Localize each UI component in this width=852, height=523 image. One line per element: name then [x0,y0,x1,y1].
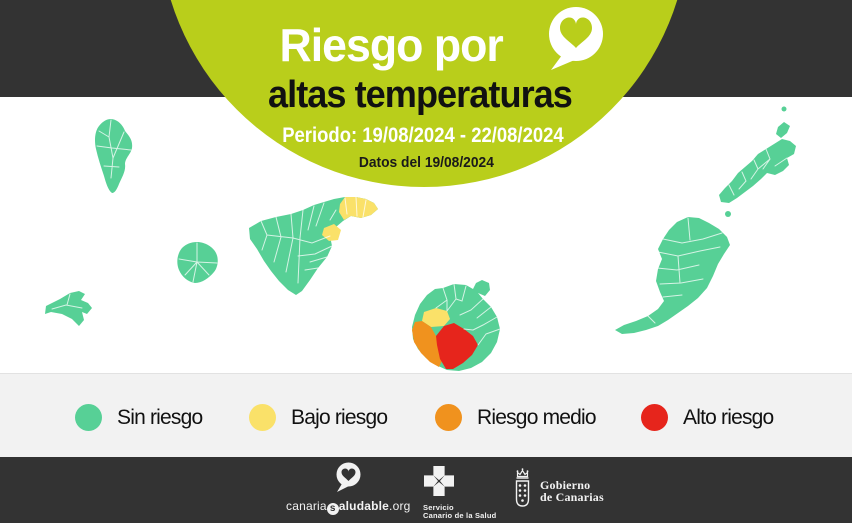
footer-logos-band: canaria s aludable.org Servicio Canario de… [0,457,852,523]
gran-canaria-sur-alto-riesgo-area [436,323,478,369]
legend-item-sin-riesgo: Sin riesgo [75,404,203,431]
island-el-hierro [45,291,92,326]
page-title-line1: Riesgo por [279,19,503,71]
islote-alegranza [781,106,787,112]
gran-canaria-centro-bajo-riesgo-area [422,308,450,327]
island-tenerife [249,196,378,295]
island-la-gomera [177,242,218,283]
legend-item-alto-riesgo: Alto riesgo [641,404,774,431]
heart-speech-bubble-icon [546,6,604,77]
fuerteventura-municipal-borders [647,217,723,324]
island-fuerteventura [615,211,731,334]
legend-item-bajo-riesgo: Bajo riesgo [249,404,388,431]
s-circle-glyph: s [326,503,339,515]
la-palma-municipal-borders [96,119,132,179]
island-la-palma [95,119,133,193]
la-gomera-municipal-borders [178,242,218,283]
legend-label-riesgo-medio: Riesgo medio [477,405,597,429]
page-title-line2: altas temperaturas [268,74,573,116]
el-hierro-municipal-borders [51,293,83,310]
legend-label-sin-riesgo: Sin riesgo [117,405,203,429]
legend-dot-sin-riesgo [75,404,102,431]
gran-canaria-municipal-borders [435,283,501,346]
island-la-graciosa [776,106,790,138]
gobierno-canarias-wordmark: Gobierno de Canarias [540,478,604,504]
scs-cross-icon [423,466,455,500]
gobierno-canarias-crest-icon [514,467,531,516]
logo-servicio-canario-salud: Servicio Canario de la Salud [423,466,496,520]
data-date-text: Datos del 19/08/2024 [358,154,494,171]
legend-label-alto-riesgo: Alto riesgo [683,405,774,429]
island-gran-canaria [412,280,501,371]
heart-speech-bubble-small-icon [334,462,362,497]
legend-label-bajo-riesgo: Bajo riesgo [291,405,388,429]
legend-dot-bajo-riesgo [249,404,276,431]
legend-dot-alto-riesgo [641,404,668,431]
legend-dot-riesgo-medio [435,404,462,431]
legend-item-riesgo-medio: Riesgo medio [435,404,597,431]
period-text: Periodo: 19/08/2024 - 22/08/2024 [281,124,564,147]
lanzarote-municipal-borders [728,148,788,196]
canary-islands-map [0,97,852,373]
logo-canariasaludable: canaria s aludable.org [286,462,410,515]
islote-de-lobos [725,211,731,217]
canariasaludable-wordmark: canaria s aludable.org [286,499,411,515]
scs-wordmark: Servicio Canario de la Salud [423,503,497,520]
logo-gobierno-de-canarias: Gobierno de Canarias [514,467,604,516]
island-lanzarote [719,139,796,203]
gran-canaria-suroeste-riesgo-medio-area [412,321,442,367]
tenerife-municipal-borders [260,196,367,284]
risk-legend: Sin riesgo Bajo riesgo Riesgo medio Alto… [0,373,852,458]
tenerife-northeast-bajo-riesgo-area [339,197,378,220]
